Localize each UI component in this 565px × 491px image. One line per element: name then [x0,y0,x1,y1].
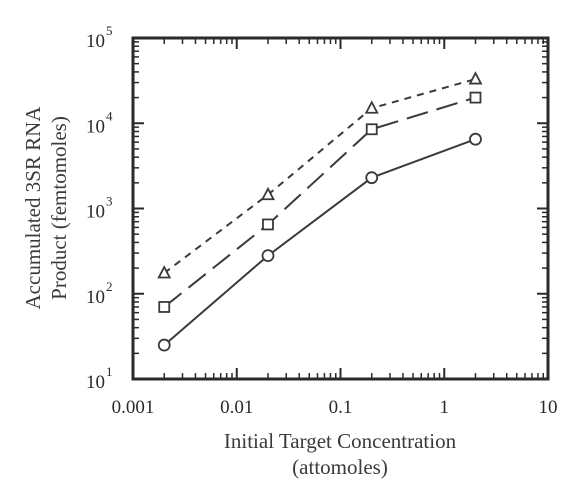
series-layer [157,71,483,352]
y-tick-label-base: 10 [86,31,105,52]
data-point-square [158,301,171,313]
y-tick-label-base: 10 [86,202,105,223]
y-tick-label-base: 10 [86,287,105,308]
y-axis-title-line2: Product (femtomoles) [47,116,71,300]
series-circle [157,132,482,352]
y-tick-label-base: 10 [86,116,105,137]
y-axis-title-line1: Accumulated 3SR RNA [21,106,45,310]
y-tick-label-exponent: 4 [106,108,113,123]
y-tick-label-exponent: 3 [106,194,113,209]
y-tick-label-exponent: 1 [106,364,113,379]
series-line-circle [163,138,476,346]
data-point-circle [261,249,275,263]
series-line-square [163,96,476,308]
data-point-circle [469,132,482,146]
data-point-square [469,91,482,104]
y-tick-label-exponent: 5 [106,23,113,38]
x-tick-label: 10 [539,397,558,418]
data-point-triangle [364,100,379,114]
ticks-layer [132,37,549,380]
y-tick-label-exponent: 2 [106,279,113,294]
axis-titles: Initial Target Concentration (attomoles)… [21,106,457,479]
data-point-square [262,218,274,231]
series-square [158,91,482,313]
y-tick-label-base: 10 [86,372,105,393]
plot-frame [131,36,550,381]
x-axis-title-line2: (attomoles) [292,455,388,479]
data-point-triangle [260,186,275,201]
series-line-triangle [163,78,476,274]
data-point-triangle [157,265,172,279]
x-tick-label: 1 [440,397,450,418]
data-point-circle [365,171,379,185]
data-point-square [365,123,378,136]
y-axis-title-group: Accumulated 3SR RNA Product (femtomoles) [21,106,71,310]
x-tick-label: 0.001 [112,397,155,418]
x-tick-label: 0.01 [220,397,253,418]
series-triangle [157,71,483,279]
x-axis-title-line1: Initial Target Concentration [224,429,457,453]
data-point-circle [157,338,171,352]
data-point-triangle [468,71,483,85]
x-tick-label: 0.1 [329,397,353,418]
